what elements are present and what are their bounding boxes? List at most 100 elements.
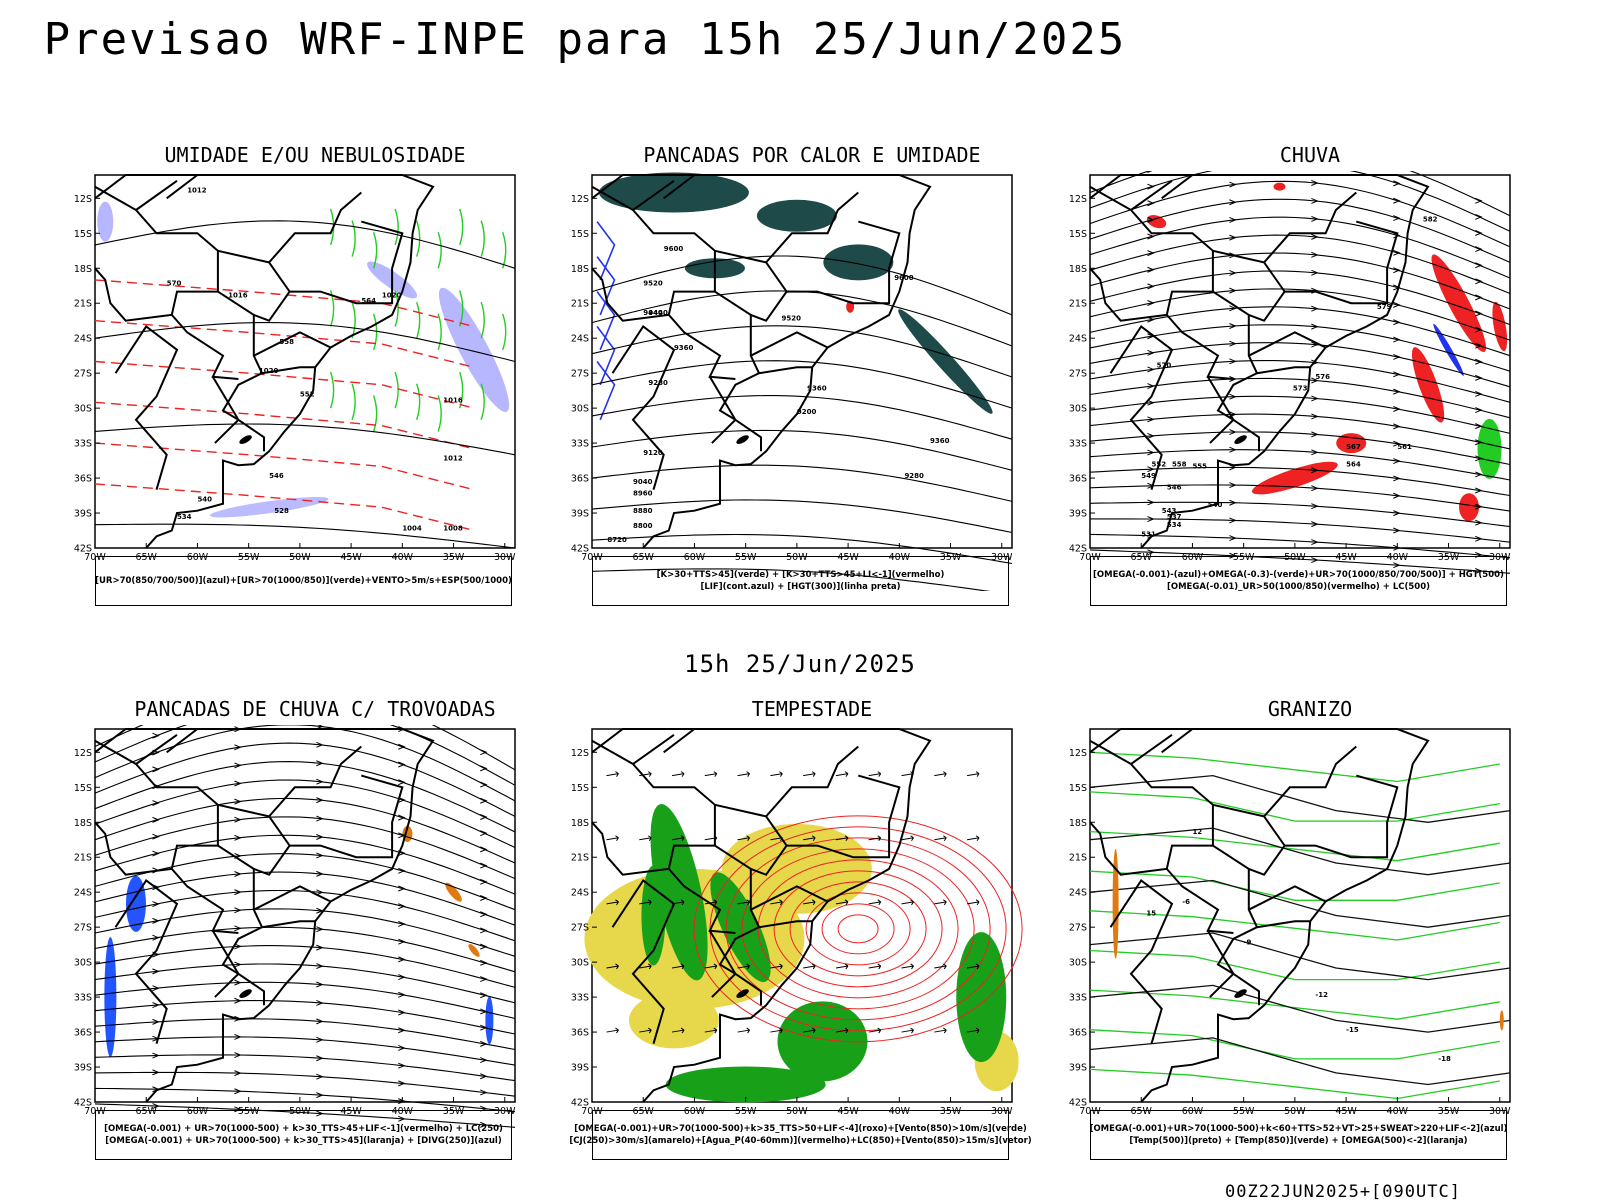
contour-label: 1016 — [228, 291, 248, 299]
stream-arrow — [1393, 527, 1401, 534]
streamline — [94, 725, 516, 802]
lat-tick-label: 12S — [1069, 748, 1087, 759]
stream-arrow — [234, 1088, 242, 1095]
wind-vector — [934, 1027, 947, 1034]
lon-tick-label: 65W — [135, 552, 157, 563]
country-border — [1263, 745, 1357, 818]
lat-tick-label: 42S — [1069, 544, 1087, 555]
stream-arrow — [480, 814, 488, 820]
water-contour-red — [693, 815, 1023, 1043]
stream-arrow — [316, 760, 324, 767]
temp850-contour-green — [1089, 791, 1500, 822]
lon-tick-label: 50W — [786, 552, 808, 563]
country-border — [211, 376, 240, 444]
country-border — [786, 220, 901, 305]
wind-vector — [966, 899, 980, 906]
stream-arrow — [480, 895, 488, 901]
lon-tick-label: 40W — [1387, 552, 1409, 563]
country-border — [166, 728, 199, 754]
lat-tick-label: 27S — [571, 369, 589, 380]
streamline — [94, 523, 516, 549]
contour-label: 564 — [361, 297, 376, 305]
stream-arrow — [316, 926, 324, 933]
lon-tick-label: 60W — [684, 552, 706, 563]
country-border — [1212, 249, 1286, 322]
wind-area-green — [956, 932, 1007, 1063]
stream-arrow — [1311, 305, 1319, 312]
legend-umidade: [UR>70(850/700/500)](azul)+[UR>70(1000/8… — [95, 556, 512, 606]
contour-label: 8880 — [633, 507, 653, 515]
stream-arrow — [1147, 366, 1155, 373]
lat-tick-label: 24S — [1069, 334, 1087, 345]
country-border — [765, 191, 859, 264]
stream-arrow — [1311, 485, 1319, 492]
country-border — [1089, 821, 1213, 876]
contour-label: 543 — [1162, 507, 1177, 515]
stream-arrow — [316, 741, 324, 748]
legend-line: [OMEGA(-0.001)-(azul)+OMEGA(-0.3)-(verde… — [1093, 570, 1504, 580]
stream-arrow — [316, 797, 324, 804]
rain-area-red — [1146, 215, 1167, 229]
streamline — [591, 499, 1013, 534]
stream-arrow — [1475, 439, 1483, 446]
contour-label: 9280 — [904, 472, 924, 480]
water-contour-red — [773, 870, 943, 988]
streamline — [1089, 431, 1511, 466]
wind-vector — [966, 771, 980, 777]
lagoon — [736, 989, 749, 998]
panel-title: CHUVA — [1279, 143, 1341, 167]
lon-tick-label: 35W — [940, 1106, 962, 1117]
lon-tick-label: 55W — [1233, 1106, 1255, 1117]
wind-vector — [835, 835, 849, 842]
streamline — [591, 325, 1013, 378]
stream-arrow — [1393, 388, 1401, 395]
stream-arrow — [1311, 449, 1319, 456]
stream-arrow — [1475, 471, 1483, 478]
contour-label: 546 — [269, 472, 284, 480]
lat-tick-label: 21S — [1069, 299, 1087, 310]
stream-arrow — [316, 1036, 324, 1043]
contour-label: -18 — [1438, 1055, 1451, 1063]
stream-arrow — [234, 744, 242, 751]
lat-tick-label: 15S — [74, 229, 92, 240]
plot-frame — [1089, 728, 1511, 1103]
streamline — [1089, 377, 1511, 419]
rain-area-blue — [1433, 323, 1464, 376]
contour-label: 1020 — [259, 367, 279, 375]
contour-label: 570 — [167, 280, 182, 288]
stream-arrow — [1475, 278, 1483, 285]
contour-label: 534 — [1167, 521, 1182, 529]
lat-tick-label: 21S — [74, 299, 92, 310]
wind-vector — [835, 771, 849, 777]
stream-arrow — [480, 797, 488, 804]
country-border — [1256, 920, 1311, 929]
stream-arrow — [1229, 552, 1237, 559]
stream-arrow — [234, 997, 242, 1004]
wind-vector — [737, 899, 751, 906]
wind-vector — [966, 963, 980, 970]
wind-vector — [639, 963, 652, 970]
stream-arrow — [1475, 197, 1483, 204]
stream-arrow — [152, 1103, 160, 1110]
panel-pancadas-calor: PANCADAS POR CALOR E UMIDADE 12S 15S 18S 21… — [571, 143, 1072, 623]
country-border — [1089, 739, 1260, 1006]
stream-arrow — [1393, 510, 1401, 517]
lon-tick-label: 65W — [632, 1106, 654, 1117]
stream-arrow — [1393, 440, 1401, 447]
stream-arrow — [1393, 215, 1401, 222]
stream-arrow — [1229, 429, 1237, 436]
humidity-area-blue — [97, 201, 114, 242]
stream-arrow — [316, 981, 324, 988]
country-border — [1206, 930, 1235, 998]
contour-label: 570 — [1157, 361, 1172, 369]
wind-vector — [704, 1027, 718, 1034]
stream-arrow — [234, 1106, 242, 1113]
humidity-area-blue — [209, 496, 329, 518]
lat-tick-label: 15S — [74, 783, 92, 794]
contour-label: 9600 — [894, 274, 914, 282]
lat-tick-label: 30S — [1069, 958, 1087, 969]
temp850-contour-green — [1089, 751, 1500, 783]
streamline — [591, 568, 991, 591]
